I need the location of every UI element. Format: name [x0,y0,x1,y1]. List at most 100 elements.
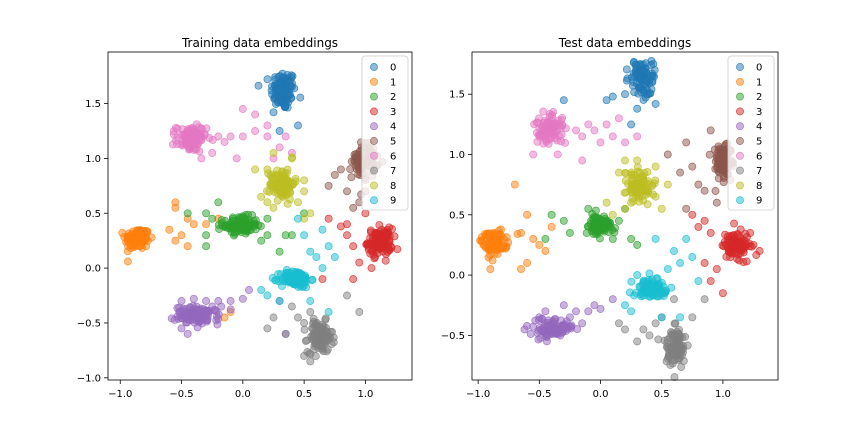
legend-marker [370,196,378,205]
point-class-8 [632,182,641,191]
point-class-8 [306,209,315,218]
y-tick-label: 1.5 [85,99,101,110]
y-tick-label: 1.0 [85,154,101,165]
legend-label: 7 [390,166,396,177]
legend-label: 4 [756,122,762,133]
point-class-8 [608,210,617,219]
legend-marker [370,151,378,160]
x-tick-label: 1.0 [715,389,731,400]
point-class-4 [214,297,223,305]
legend-box [727,55,775,211]
legend-label: 8 [390,181,396,192]
legend: 0 1 2 3 4 5 6 7 8 9 [361,55,409,211]
y-axis: −0.5 0.0 0.5 1.0 1.5 [441,90,472,342]
point-class-7 [309,336,318,345]
legend-marker [370,122,378,131]
point-class-3 [694,222,703,231]
point-class-9 [633,271,642,280]
chart-title: Test data embeddings [558,36,691,50]
point-class-8 [643,200,652,209]
point-class-3 [700,216,709,225]
legend-marker [370,166,378,175]
point-class-9 [308,275,317,284]
point-class-7 [315,331,323,340]
point-class-8 [268,174,277,183]
point-class-8 [633,156,642,165]
point-class-5 [682,204,691,213]
point-class-0 [284,77,293,86]
point-class-7 [674,336,683,345]
point-class-3 [718,289,727,298]
y-tick-label: 1.5 [449,90,465,101]
point-class-1 [547,222,556,231]
point-class-8 [300,187,309,196]
point-class-7 [654,335,663,344]
point-class-2 [202,231,211,240]
point-class-7 [302,336,311,345]
y-tick-label: −0.5 [77,318,101,329]
legend-label: 3 [390,107,396,118]
point-class-7 [309,319,318,328]
point-class-7 [669,349,678,358]
y-tick-label: 0.0 [449,271,465,282]
point-class-9 [627,307,636,316]
point-class-4 [177,324,186,333]
point-class-2 [214,198,223,207]
point-class-2 [214,221,223,230]
point-class-7 [663,336,672,345]
point-class-1 [133,230,142,239]
point-class-9 [324,308,333,316]
point-class-8 [282,169,291,178]
chart-training-embeddings: −1.0 −0.5 0.0 0.5 1.0 −1.0 −0.5 0.0 0.5 1.0 1.5 T… [77,36,413,400]
point-class-8 [627,198,636,207]
point-class-5 [688,162,697,171]
point-class-0 [651,99,660,108]
point-class-3 [739,258,748,267]
point-class-2 [608,234,617,243]
point-class-5 [694,180,703,189]
point-class-3 [370,254,379,263]
point-class-1 [165,225,174,234]
point-class-2 [633,240,642,249]
legend-label: 1 [756,77,762,88]
point-class-3 [393,245,402,254]
point-class-8 [602,198,611,207]
point-class-7 [343,291,351,300]
y-axis: −1.0 −0.5 0.0 0.5 1.0 1.5 [77,99,108,384]
point-class-0 [633,104,642,113]
point-class-2 [208,214,217,223]
point-class-2 [183,209,192,218]
point-class-7 [614,319,623,328]
point-class-0 [559,96,568,105]
point-class-7 [700,295,709,304]
point-class-4 [608,295,617,304]
legend-marker [736,77,744,86]
point-class-2 [263,231,272,240]
point-class-9 [651,234,660,243]
point-class-0 [636,68,645,77]
point-class-9 [630,291,638,300]
point-class-1 [131,237,140,246]
point-class-6 [263,121,272,130]
point-class-4 [534,335,543,344]
point-class-1 [523,210,532,219]
point-class-5 [719,178,728,187]
point-class-6 [547,133,556,142]
point-class-0 [630,88,639,97]
point-class-7 [671,319,680,328]
point-class-4 [238,294,247,303]
point-class-6 [530,120,539,129]
scatter-points [118,69,402,366]
point-class-9 [306,247,315,256]
point-class-4 [526,329,535,338]
point-class-4 [202,297,211,305]
point-class-3 [700,259,709,267]
point-class-0 [635,82,644,91]
point-class-2 [244,221,253,230]
x-tick-label: −0.5 [527,389,551,400]
point-class-3 [381,256,390,265]
point-class-9 [324,242,333,251]
chart-test-embeddings: −1.0 −0.5 0.0 0.5 1.0 −0.5 0.0 0.5 1.0 1.5 Test … [441,36,779,400]
point-class-6 [185,145,193,154]
point-class-6 [220,138,229,146]
